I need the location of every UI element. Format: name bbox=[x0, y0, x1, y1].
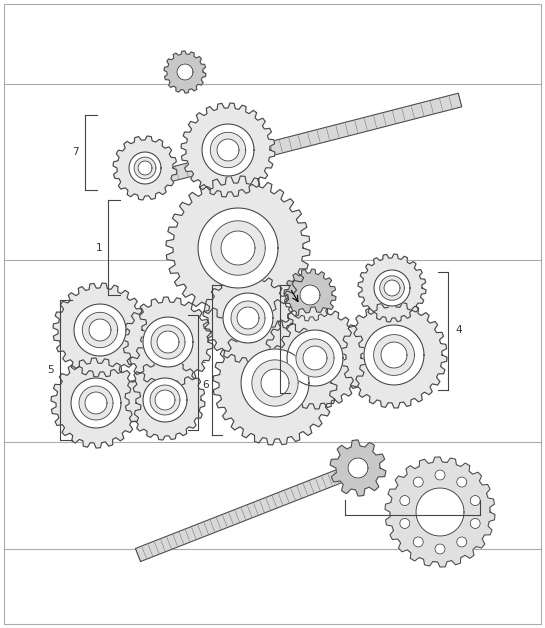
Polygon shape bbox=[385, 457, 495, 567]
Polygon shape bbox=[213, 321, 337, 445]
Polygon shape bbox=[89, 319, 111, 341]
Circle shape bbox=[413, 477, 423, 487]
Polygon shape bbox=[287, 330, 343, 386]
Polygon shape bbox=[138, 161, 152, 175]
Circle shape bbox=[400, 519, 410, 528]
Circle shape bbox=[413, 537, 423, 547]
Polygon shape bbox=[79, 386, 113, 420]
Polygon shape bbox=[364, 325, 424, 385]
Polygon shape bbox=[241, 349, 309, 417]
Polygon shape bbox=[252, 360, 298, 406]
Polygon shape bbox=[237, 307, 259, 329]
Polygon shape bbox=[150, 385, 180, 415]
Polygon shape bbox=[123, 297, 213, 387]
Polygon shape bbox=[113, 136, 177, 200]
Text: 6: 6 bbox=[202, 380, 209, 390]
Polygon shape bbox=[129, 152, 161, 184]
Polygon shape bbox=[264, 307, 366, 409]
Polygon shape bbox=[261, 369, 289, 397]
Polygon shape bbox=[164, 51, 206, 93]
Polygon shape bbox=[51, 358, 141, 448]
Polygon shape bbox=[155, 390, 175, 410]
Polygon shape bbox=[143, 317, 193, 367]
Text: 5: 5 bbox=[47, 365, 54, 375]
Polygon shape bbox=[303, 346, 327, 370]
Polygon shape bbox=[166, 176, 310, 320]
Polygon shape bbox=[151, 325, 185, 359]
Polygon shape bbox=[134, 157, 156, 179]
Polygon shape bbox=[136, 463, 358, 561]
Circle shape bbox=[470, 519, 480, 528]
Polygon shape bbox=[125, 360, 205, 440]
Circle shape bbox=[435, 544, 445, 554]
Polygon shape bbox=[143, 378, 187, 422]
Polygon shape bbox=[53, 283, 147, 377]
Polygon shape bbox=[384, 280, 400, 296]
Polygon shape bbox=[348, 458, 368, 478]
Text: 4: 4 bbox=[455, 325, 462, 335]
Polygon shape bbox=[223, 293, 273, 343]
Circle shape bbox=[435, 470, 445, 480]
Polygon shape bbox=[300, 285, 320, 305]
Polygon shape bbox=[128, 93, 462, 192]
Polygon shape bbox=[157, 331, 179, 353]
Polygon shape bbox=[202, 124, 254, 176]
Circle shape bbox=[457, 477, 467, 487]
Polygon shape bbox=[330, 440, 386, 496]
Text: 1: 1 bbox=[95, 243, 102, 253]
Polygon shape bbox=[221, 231, 255, 265]
Polygon shape bbox=[74, 304, 126, 356]
Polygon shape bbox=[231, 301, 265, 335]
Polygon shape bbox=[85, 392, 107, 414]
Polygon shape bbox=[380, 276, 404, 300]
Text: 3: 3 bbox=[267, 333, 273, 343]
Polygon shape bbox=[181, 103, 275, 197]
Polygon shape bbox=[374, 335, 414, 376]
Polygon shape bbox=[82, 312, 118, 348]
Circle shape bbox=[457, 537, 467, 547]
Polygon shape bbox=[341, 302, 447, 408]
Text: 2: 2 bbox=[199, 355, 206, 365]
Polygon shape bbox=[358, 254, 426, 322]
Polygon shape bbox=[198, 208, 278, 288]
Polygon shape bbox=[296, 339, 334, 377]
Polygon shape bbox=[71, 378, 121, 428]
Polygon shape bbox=[284, 269, 336, 321]
Polygon shape bbox=[217, 139, 239, 161]
Text: 8: 8 bbox=[409, 525, 415, 535]
Polygon shape bbox=[210, 133, 246, 168]
Polygon shape bbox=[416, 488, 464, 536]
Polygon shape bbox=[203, 273, 293, 363]
Circle shape bbox=[400, 495, 410, 506]
Polygon shape bbox=[374, 270, 410, 306]
Text: 7: 7 bbox=[72, 147, 79, 157]
Polygon shape bbox=[390, 462, 490, 562]
Polygon shape bbox=[211, 221, 265, 275]
Polygon shape bbox=[381, 342, 407, 368]
Circle shape bbox=[470, 495, 480, 506]
Polygon shape bbox=[177, 64, 193, 80]
